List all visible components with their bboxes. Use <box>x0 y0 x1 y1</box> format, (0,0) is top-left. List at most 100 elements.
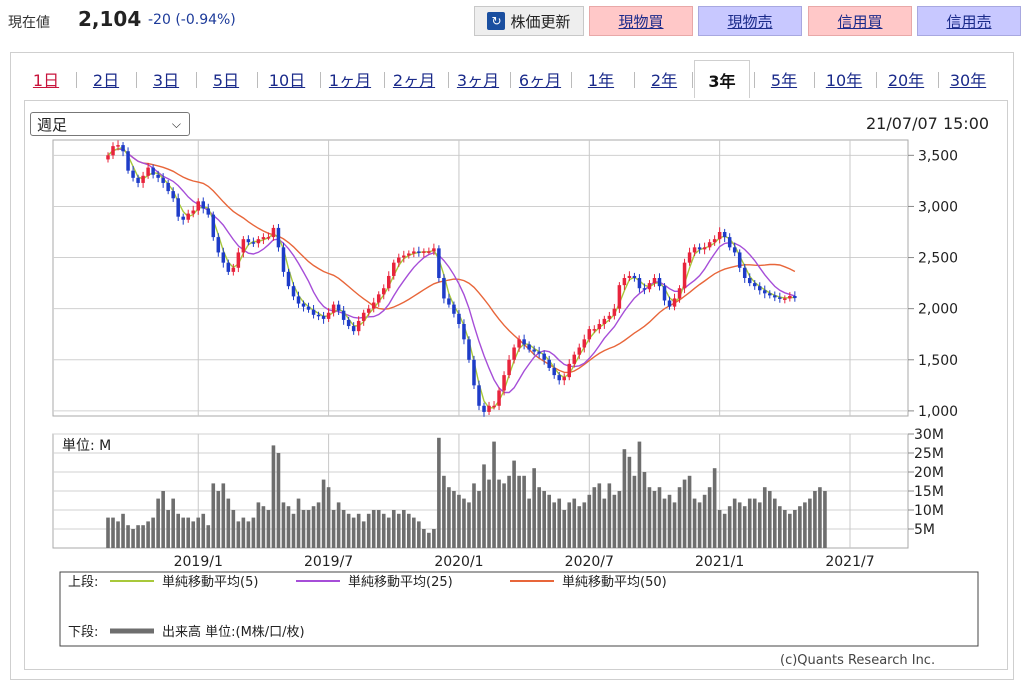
x-tick-label: 2019/7 <box>304 554 353 570</box>
candle-body <box>216 237 221 253</box>
volume-bar <box>141 525 145 548</box>
period-select[interactable]: 週足 ⌵ <box>30 112 190 136</box>
candle-body <box>617 285 622 309</box>
candle-body <box>136 177 140 183</box>
spot-sell-button[interactable]: 現物売 <box>698 6 802 36</box>
tab-10[interactable]: 2年 <box>650 71 678 90</box>
tab-separator <box>571 72 572 88</box>
volume-bar <box>808 498 812 548</box>
candle-body <box>402 255 406 258</box>
volume-bar <box>617 491 622 548</box>
candle-body <box>417 251 421 253</box>
tab-13[interactable]: 10年 <box>825 71 863 90</box>
candle-body <box>176 198 180 217</box>
volume-bar <box>818 487 822 548</box>
candle-body <box>166 182 170 192</box>
volume-tick-label: 25M <box>914 446 944 462</box>
price-tick-label: 1,000 <box>918 404 958 420</box>
candle-body <box>778 297 782 299</box>
volume-bar <box>296 498 301 548</box>
volume-bar <box>131 529 135 548</box>
candle-body <box>392 262 396 276</box>
candle-body <box>702 247 707 250</box>
price-value: 2,104 <box>78 7 142 31</box>
volume-bar <box>186 517 191 548</box>
candle-body <box>121 145 125 152</box>
volume-bar <box>577 506 582 548</box>
x-tick-label: 2020/1 <box>434 554 483 570</box>
volume-bar <box>662 498 667 548</box>
tab-9[interactable]: 1年 <box>587 71 615 90</box>
candle-body <box>261 237 266 240</box>
volume-bar <box>432 529 436 548</box>
volume-bar <box>366 513 371 548</box>
candle-body <box>602 318 607 324</box>
candle-body <box>687 252 692 263</box>
volume-bar <box>156 498 160 548</box>
volume-bar <box>622 449 627 548</box>
candle-body <box>336 304 341 311</box>
volume-bar <box>657 487 662 548</box>
volume-bar <box>351 517 356 548</box>
candle-body <box>482 405 486 412</box>
candle-body <box>783 298 787 300</box>
volume-bar <box>442 475 446 548</box>
candle-body <box>552 367 556 376</box>
tab-3[interactable]: 5日 <box>212 71 240 90</box>
volume-bar <box>326 487 331 548</box>
candle-body <box>647 283 652 290</box>
volume-bar <box>547 494 551 548</box>
tab-4[interactable]: 10日 <box>268 71 306 90</box>
margin-sell-button[interactable]: 信用売 <box>917 6 1021 36</box>
candle-body <box>276 227 281 248</box>
candle-body <box>722 232 727 238</box>
tab-separator <box>196 72 197 88</box>
tab-7[interactable]: 3ヶ月 <box>456 71 500 90</box>
candle-body <box>387 275 391 289</box>
tab-separator <box>692 72 693 88</box>
candle-body <box>301 303 306 307</box>
tab-6[interactable]: 2ヶ月 <box>392 71 436 90</box>
tab-5[interactable]: 1ヶ月 <box>328 71 372 90</box>
tab-1[interactable]: 2日 <box>92 71 120 90</box>
volume-bar <box>151 517 155 548</box>
tab-2[interactable]: 3日 <box>152 71 180 90</box>
legend-volume-entry: 出来高 単位:(M株/口/枚) <box>162 624 305 640</box>
price-tick-label: 2,000 <box>918 302 958 318</box>
volume-bar <box>472 483 476 548</box>
spot-buy-button[interactable]: 現物買 <box>589 6 693 36</box>
tab-12[interactable]: 5年 <box>770 71 798 90</box>
volume-bar <box>727 506 732 548</box>
candle-body <box>462 324 466 340</box>
volume-bar <box>682 479 687 548</box>
candle-body <box>577 347 582 355</box>
candle-body <box>547 359 551 368</box>
tab-8[interactable]: 6ヶ月 <box>518 71 562 90</box>
volume-bar <box>386 517 391 548</box>
candle-body <box>251 242 256 244</box>
volume-bar <box>116 521 120 548</box>
chart-timestamp: 21/07/07 15:00 <box>866 114 990 133</box>
margin-buy-button[interactable]: 信用買 <box>808 6 912 36</box>
update-price-button[interactable]: ↻ 株価更新 <box>474 6 584 36</box>
volume-bar <box>697 502 702 548</box>
tab-11[interactable]: 3年 <box>694 60 750 98</box>
price-tick-label: 2,500 <box>918 251 958 267</box>
candle-body <box>763 290 767 294</box>
volume-bar <box>336 502 341 548</box>
volume-bar <box>447 487 451 548</box>
volume-bar <box>502 483 506 548</box>
candle-body <box>246 239 251 243</box>
volume-bar <box>632 475 637 548</box>
candle-body <box>186 213 190 220</box>
candle-body <box>236 252 241 268</box>
volume-bar <box>597 483 602 548</box>
candle-body <box>712 239 717 243</box>
tab-0[interactable]: 1日 <box>32 71 60 90</box>
tab-14[interactable]: 20年 <box>887 71 925 90</box>
volume-bar <box>346 513 351 548</box>
tab-15[interactable]: 30年 <box>949 71 987 90</box>
volume-bar <box>652 491 657 548</box>
candle-body <box>331 304 336 313</box>
volume-bar <box>226 498 231 548</box>
